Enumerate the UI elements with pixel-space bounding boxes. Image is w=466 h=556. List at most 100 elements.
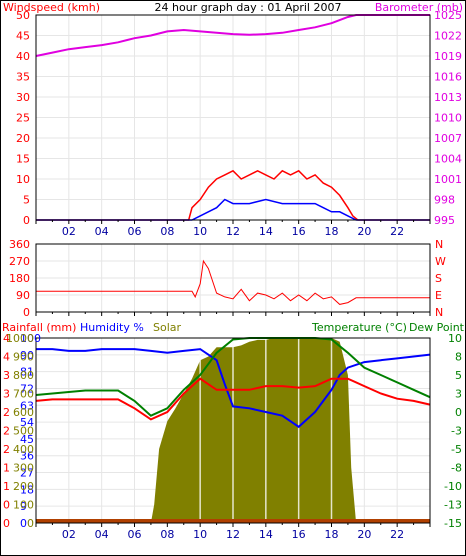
solar-tick-label: 0	[27, 517, 34, 530]
data-layer	[35, 14, 431, 523]
temperature-tick-label: -15	[444, 517, 462, 530]
temperature-c-line	[35, 337, 431, 417]
rainfall-tick-label: 4	[3, 351, 10, 364]
barometer-tick-label: 1022	[434, 30, 462, 43]
barometer-tick-label: 1004	[434, 153, 462, 166]
direction-tick-label: 360	[9, 238, 30, 251]
solar-tick-label: 700	[13, 388, 34, 401]
direction-tick-label: 270	[9, 255, 30, 268]
x-tick-label: 16	[292, 225, 306, 238]
x-tick-label: 04	[95, 225, 109, 238]
humidity-tick-label: 90	[20, 349, 34, 362]
compass-tick-label: E	[435, 289, 442, 302]
windspeed-gust-line	[36, 169, 430, 221]
windspeed-tick-label: 5	[23, 194, 30, 207]
x-tick-label: 06	[128, 225, 142, 238]
x-tick-label: 08	[160, 225, 174, 238]
rainfall-axis-label: Rainfall (mm)	[2, 321, 76, 334]
humidity-line	[36, 348, 431, 429]
temperature-tick-label: 5	[455, 369, 462, 382]
humidity-tick-label: 45	[20, 433, 34, 446]
windspeed-tick-label: 20	[16, 132, 30, 145]
barometer-tick-label: 1007	[434, 132, 462, 145]
barometer-tick-label: 1016	[434, 71, 462, 84]
x-tick-label: 22	[390, 225, 404, 238]
x-tick-label: 10	[193, 528, 207, 541]
chart-title: 24 hour graph day : 01 April 2007	[155, 1, 342, 14]
temperature-tick-label: 3	[455, 388, 462, 401]
dewpoint-axis-label: Dew Point	[409, 321, 465, 334]
solar-tick-label: 1000	[6, 332, 34, 345]
temperature-tick-label: 8	[455, 351, 462, 364]
rainfall-tick-label: 4	[3, 332, 10, 345]
x-tick-label: 12	[226, 528, 240, 541]
windspeed-tick-label: 15	[16, 153, 30, 166]
dew-point-line	[35, 377, 431, 421]
rainfall-tick-label: 0	[3, 499, 10, 512]
x-tick-label: 18	[325, 528, 339, 541]
windspeed-average-line	[36, 198, 430, 221]
temperature-tick-label: -3	[451, 425, 462, 438]
x-tick-label: 18	[325, 225, 339, 238]
solar-tick-label: 900	[13, 351, 34, 364]
barometer-tick-label: 1025	[434, 9, 462, 22]
solar-tick-label: 200	[13, 480, 34, 493]
windspeed-tick-label: 50	[16, 9, 30, 22]
humidity-tick-label: 9	[20, 500, 27, 513]
rainfall-tick-label: 2	[3, 443, 10, 456]
rainfall-bar	[36, 519, 430, 523]
barometer-tick-label: 1001	[434, 173, 462, 186]
temperature-tick-label: 10	[448, 332, 462, 345]
humidity-tick-label: 0	[20, 517, 27, 530]
temperature-tick-label: -8	[451, 462, 462, 475]
compass-tick-label: W	[435, 255, 446, 268]
rainfall-tick-label: 3	[3, 369, 10, 382]
rainfall-tick-label: 2	[3, 406, 10, 419]
solar-tick-label: 400	[13, 443, 34, 456]
temperature-tick-label: 0	[455, 406, 462, 419]
humidity-tick-label: 72	[20, 382, 34, 395]
solar-tick-label: 600	[13, 406, 34, 419]
rainfall-tick-label: 3	[3, 388, 10, 401]
x-tick-label: 20	[357, 225, 371, 238]
barometer-axis-label: Barometer (mb)	[375, 1, 463, 14]
windspeed-tick-label: 0	[23, 214, 30, 227]
barometer-tick-label: 1013	[434, 91, 462, 104]
solar-tick-label: 800	[13, 369, 34, 382]
x-tick-label: 12	[226, 225, 240, 238]
x-tick-label: 20	[357, 528, 371, 541]
x-tick-label: 02	[62, 225, 76, 238]
humidity-tick-label: 36	[20, 450, 34, 463]
direction-tick-label: 0	[23, 306, 30, 319]
solar-tick-label: 300	[13, 462, 34, 475]
humidity-tick-label: 27	[20, 467, 34, 480]
compass-tick-label: N	[435, 238, 443, 251]
barometer-tick-label: 1019	[434, 50, 462, 63]
windspeed-tick-label: 35	[16, 71, 30, 84]
windspeed-tick-label: 40	[16, 50, 30, 63]
x-tick-label: 06	[128, 528, 142, 541]
wind-direction-line	[36, 259, 430, 305]
rainfall-tick-label: 1	[3, 462, 10, 475]
humidity-tick-label: 100	[20, 332, 41, 345]
x-tick-label: 14	[259, 225, 273, 238]
x-tick-label: 08	[160, 528, 174, 541]
solar-tick-label: 100	[13, 499, 34, 512]
windspeed-axis-label: Windspeed (kmh)	[3, 1, 100, 14]
temperature-tick-label: -5	[451, 443, 462, 456]
solar-tick-label: 500	[13, 425, 34, 438]
rainfall-tick-label: 2	[3, 425, 10, 438]
x-tick-label: 04	[95, 528, 109, 541]
temperature-tick-label: -10	[444, 480, 462, 493]
rainfall-tick-label: 1	[3, 480, 10, 493]
windspeed-tick-label: 25	[16, 112, 30, 125]
x-tick-label: 22	[390, 528, 404, 541]
windspeed-tick-label: 45	[16, 30, 30, 43]
humidity-axis-label: Humidity %	[80, 321, 144, 334]
rainfall-tick-label: 0	[3, 517, 10, 530]
direction-tick-label: 180	[9, 272, 30, 285]
humidity-tick-label: 63	[20, 399, 34, 412]
solar-axis-label: Solar	[153, 321, 182, 334]
